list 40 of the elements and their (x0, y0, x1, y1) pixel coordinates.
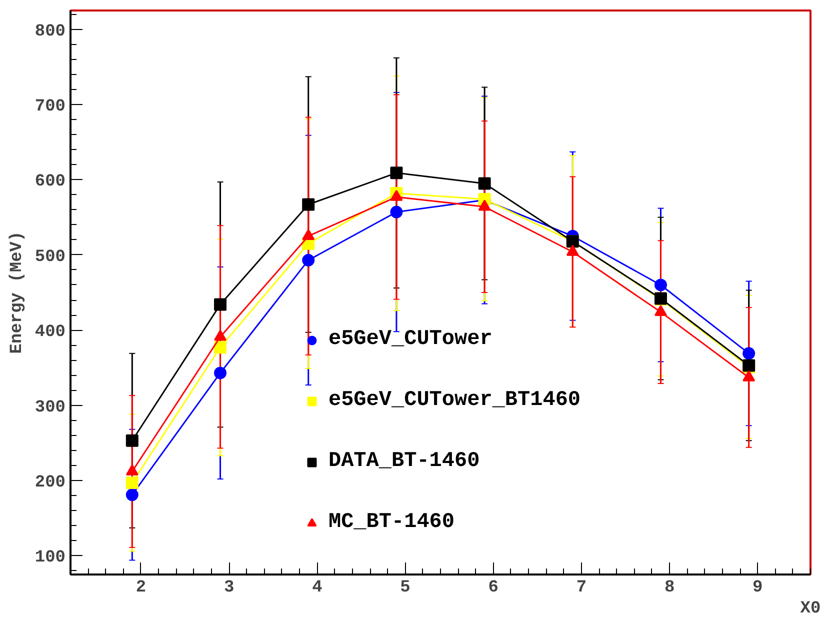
point (214, 330, 227, 341)
legend-label: MC_BT-1460 (328, 511, 455, 534)
point (214, 366, 227, 380)
legend-label: e5GeV_CUTower (328, 328, 492, 351)
y-axis-title: Energy (MeV) (8, 231, 27, 354)
y-tick-label: 600 (34, 172, 66, 192)
x-tick-label: 3 (224, 578, 234, 598)
y-tick-label: 300 (34, 398, 66, 418)
point (478, 177, 491, 190)
point (214, 341, 227, 354)
point (302, 254, 315, 266)
point (302, 229, 315, 240)
point (390, 206, 403, 218)
legend-label: DATA_BT-1460 (328, 450, 480, 473)
point (478, 200, 491, 211)
point (302, 198, 315, 211)
point (390, 166, 403, 180)
x-tick-label: 8 (664, 578, 675, 598)
point (566, 244, 579, 256)
x-tick-label: 5 (400, 578, 410, 598)
y-tick-label: 100 (34, 548, 66, 568)
point (214, 298, 227, 311)
x-tick-label: 7 (576, 578, 587, 598)
point (390, 190, 403, 201)
x-tick-label: 2 (136, 578, 146, 598)
y-tick-label: 700 (34, 98, 66, 116)
x-tick-label: 6 (488, 578, 498, 598)
y-tick-label: 500 (34, 248, 66, 267)
x-axis-title: X0 (800, 600, 821, 618)
legend-label: e5GeV_CUTower_BT1460 (328, 389, 581, 412)
point (126, 476, 138, 490)
y-tick-label: 800 (34, 22, 66, 42)
x-tick-label: 4 (312, 578, 322, 598)
x-tick-label: 9 (752, 578, 763, 598)
point (654, 278, 667, 292)
point (742, 347, 756, 360)
point (126, 434, 138, 447)
y-tick-label: 400 (34, 323, 66, 342)
y-tick-label: 200 (34, 474, 66, 492)
point (126, 488, 138, 502)
